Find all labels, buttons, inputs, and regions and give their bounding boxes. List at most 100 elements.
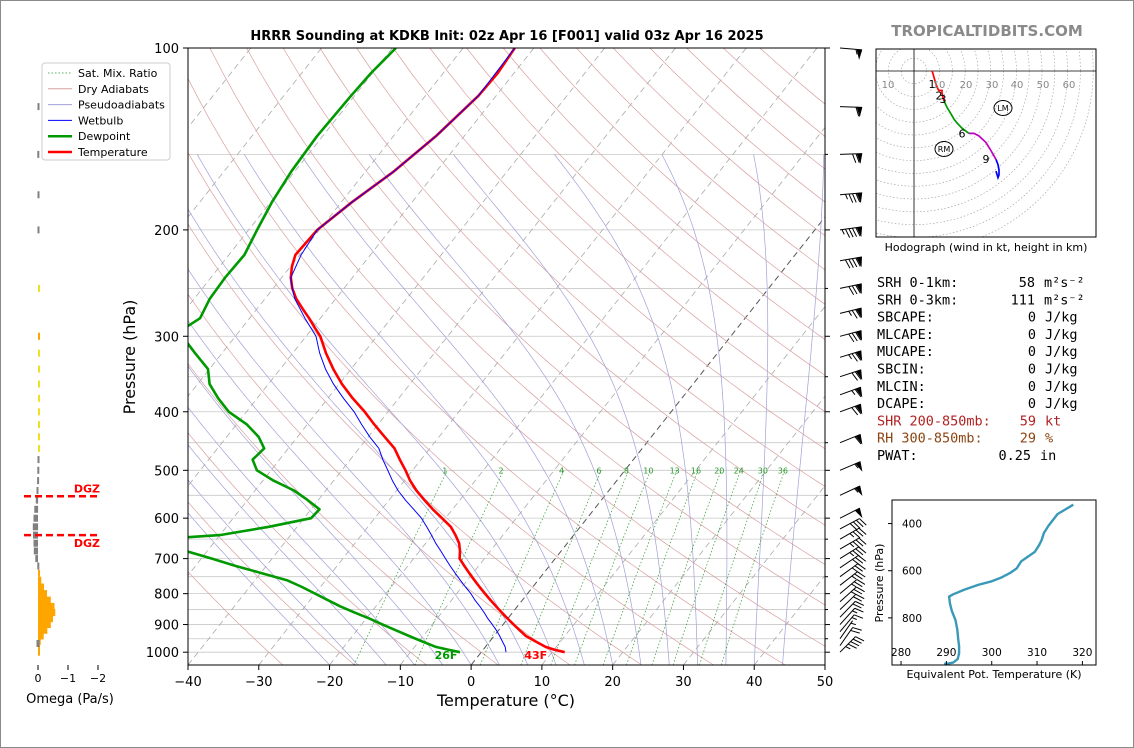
mixing-ratio-line [414, 470, 504, 665]
barb-full [855, 107, 860, 117]
mixing-ratio-line [602, 470, 678, 665]
barb-half [845, 194, 848, 200]
stat-unit: m²s⁻² [1044, 275, 1085, 291]
omega-bar [38, 421, 40, 429]
y-tick-label: 300 [154, 330, 179, 345]
barb-half [851, 390, 856, 395]
omega-bar [34, 505, 39, 513]
isotherm-line [329, 48, 818, 665]
moist-adiabat [368, 154, 642, 665]
barb-staff [839, 593, 857, 610]
moist-adiabat [188, 268, 500, 665]
barb-staff [839, 555, 859, 569]
dry-adiabat [209, 48, 825, 647]
moist-adiabat [196, 154, 557, 665]
moist-adiabat [661, 154, 728, 665]
y-tick-label: 700 [154, 553, 179, 568]
wind-barb [839, 579, 866, 594]
theta-e-frame [891, 499, 1097, 666]
barb-flag [855, 386, 863, 398]
hodograph-height-label: 3 [940, 93, 947, 106]
mixing-ratio-label: 2 [499, 467, 504, 476]
isotherm-line [188, 48, 322, 218]
mixing-ratio-label: 24 [734, 467, 744, 476]
barb-full [858, 527, 867, 535]
hodograph-ring-label: 40 [1011, 80, 1024, 91]
mixing-ratio-line [574, 470, 651, 665]
barb-full [856, 579, 866, 585]
storm-motion-label: LM [997, 104, 1008, 113]
stat-label: DCAPE: [877, 396, 926, 412]
legend-label: Temperature [77, 146, 148, 159]
isotherm-line [824, 664, 825, 665]
barb-full [855, 331, 862, 341]
isotherm-line [612, 395, 825, 665]
barb-full [852, 638, 862, 644]
mixing-ratio-line [721, 470, 785, 665]
omega-bar [38, 615, 53, 623]
stat-value: 0 [1028, 362, 1036, 378]
barb-staff [839, 579, 858, 594]
mixing-ratio-line [699, 470, 766, 665]
barb-half [851, 575, 857, 580]
dry-adiabat [282, 48, 825, 566]
barb-full [857, 571, 866, 578]
hodograph-ring-label: 20 [960, 80, 973, 91]
barb-full [853, 614, 864, 619]
omega-bar [38, 609, 56, 617]
barb-flag [856, 307, 862, 319]
barb-full [849, 523, 858, 531]
isotherm-line [188, 48, 605, 577]
barb-half [845, 646, 851, 650]
stat-value: 0 [1028, 344, 1036, 360]
hodograph-panel: 10 10 20 30 40 50 60 123 6 9 LM RM Hodograph (wind … [875, 48, 1097, 254]
wind-barb [839, 192, 863, 204]
theta-e-x-tick-label: 310 [1027, 647, 1047, 659]
legend-box [41, 62, 171, 161]
barb-flag [855, 461, 863, 472]
barb-full [854, 389, 862, 398]
isotherm-line [683, 485, 825, 665]
x-tick-label: 0 [467, 675, 475, 690]
omega-bar [38, 284, 40, 292]
omega-bar [37, 466, 40, 474]
stat-label: SHR 200-850mb: [877, 413, 991, 429]
mixing-ratio-line [479, 470, 565, 665]
chart-title: HRRR Sounding at KDKB Init: 02z Apr 16 [… [250, 29, 763, 44]
barb-full [851, 258, 858, 268]
y-tick-label: 800 [154, 588, 179, 603]
isotherm-line [188, 48, 464, 397]
omega-bar [38, 433, 40, 441]
barb-full [855, 257, 861, 267]
barb-staff [839, 620, 854, 639]
omega-bar [38, 596, 51, 604]
barb-staff [839, 537, 860, 550]
barb-full [855, 600, 865, 606]
isotherm-line [188, 48, 676, 665]
dry-adiabat [356, 48, 825, 487]
wind-barb [839, 386, 863, 398]
wind-barb [839, 106, 863, 118]
omega-bar [38, 569, 40, 577]
barb-flag [855, 350, 863, 362]
barb-staff [839, 614, 855, 633]
barb-full [852, 531, 861, 539]
moist-adiabat [753, 154, 769, 665]
theta-e-y-tick-label: 400 [902, 519, 922, 531]
mixing-ratio-label: 10 [643, 467, 653, 476]
omega-bar [38, 332, 40, 340]
stat-unit: in [1040, 448, 1056, 464]
stat-label: PWAT: [877, 448, 918, 464]
barb-full [851, 372, 858, 381]
barb-full [852, 521, 861, 529]
mixing-ratio-line [626, 470, 699, 665]
barb-full [854, 436, 862, 445]
mixing-ratio-line [520, 470, 602, 665]
omega-bar [38, 365, 40, 373]
barb-full [853, 596, 862, 602]
barb-full [855, 284, 861, 294]
legend-label: Wetbulb [78, 114, 123, 127]
omega-bar [38, 380, 40, 388]
mixing-ratio-label: 36 [778, 467, 788, 476]
omega-bar [33, 514, 38, 522]
